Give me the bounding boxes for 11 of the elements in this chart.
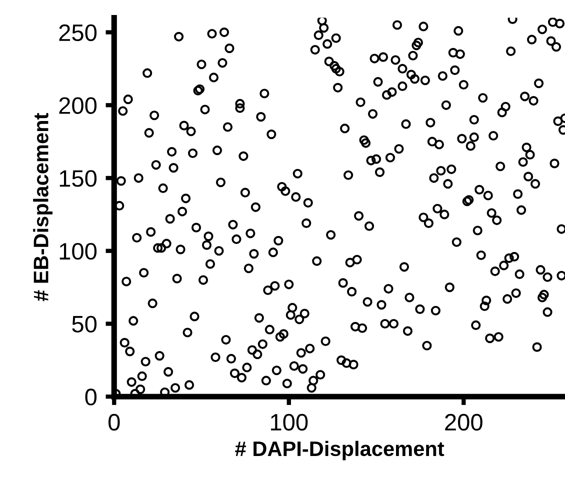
- x-tick-label: 200: [445, 414, 482, 431]
- y-tick-label: 50: [72, 316, 97, 333]
- x-tick-label: 0: [108, 414, 120, 431]
- x-axis-title: # DAPI-Displacement: [235, 440, 444, 460]
- y-axis-title: # EB-Displacement: [33, 113, 53, 302]
- y-tick-label: 0: [85, 388, 97, 406]
- x-tick-label: 100: [270, 414, 308, 431]
- y-tick-label: 100: [60, 242, 97, 260]
- y-tick-label: 200: [59, 97, 97, 114]
- y-tick-label: 150: [60, 170, 97, 187]
- y-tick-label: 250: [59, 24, 97, 42]
